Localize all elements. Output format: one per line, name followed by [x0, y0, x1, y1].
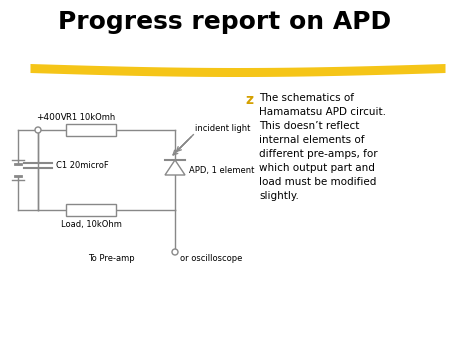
Text: Load, 10kOhm: Load, 10kOhm: [61, 220, 122, 229]
Text: To Pre-amp: To Pre-amp: [88, 254, 135, 263]
Text: APD, 1 element: APD, 1 element: [189, 166, 254, 174]
Bar: [66, 204, 116, 216]
Text: Hamamatsu APD circuit.: Hamamatsu APD circuit.: [259, 107, 386, 117]
Circle shape: [35, 127, 41, 133]
Text: incident light: incident light: [195, 124, 250, 133]
Circle shape: [172, 249, 178, 255]
Text: different pre-amps, for: different pre-amps, for: [259, 149, 378, 159]
Text: C1 20microF: C1 20microF: [56, 161, 109, 169]
Text: or oscilloscope: or oscilloscope: [180, 254, 243, 263]
Text: +400V: +400V: [36, 113, 67, 122]
Polygon shape: [165, 160, 185, 175]
Bar: [66, 124, 116, 136]
Text: This doesn’t reflect: This doesn’t reflect: [259, 121, 360, 131]
Text: slightly.: slightly.: [259, 191, 299, 201]
Text: which output part and: which output part and: [259, 163, 375, 173]
Text: load must be modified: load must be modified: [259, 177, 376, 187]
Text: R1 10kOmh: R1 10kOmh: [67, 113, 116, 122]
Text: Progress report on APD: Progress report on APD: [58, 10, 392, 34]
Text: z: z: [245, 93, 253, 107]
Text: internal elements of: internal elements of: [259, 135, 364, 145]
Text: The schematics of: The schematics of: [259, 93, 354, 103]
